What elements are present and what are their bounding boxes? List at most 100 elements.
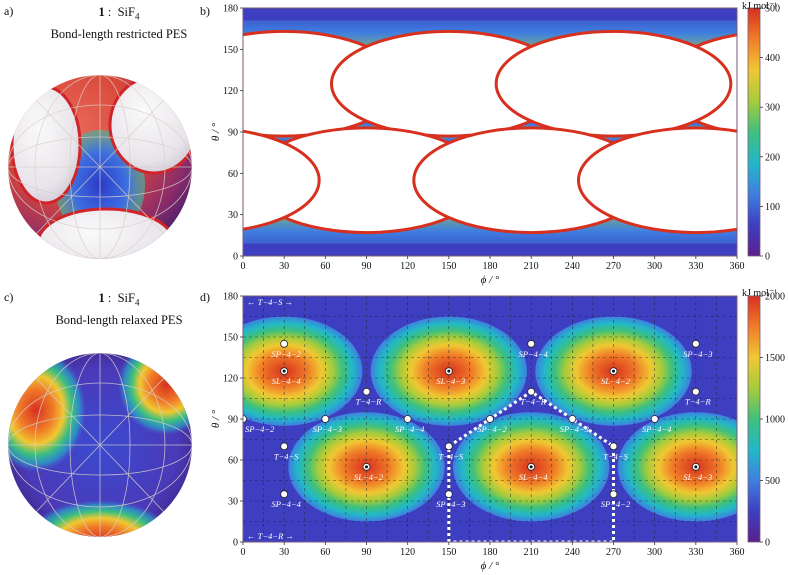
point-label-7: SP−4−4 [518, 349, 548, 359]
point-label-6: SP−4−2 [271, 349, 301, 359]
point-label-9: T−4−R [356, 397, 382, 407]
title-separator: : [104, 291, 118, 305]
grid-lines [243, 296, 737, 542]
x-axis-label: ϕ / ° [481, 560, 500, 572]
point-marker-11 [691, 387, 700, 396]
colorbar-tick-label-300: 300 [765, 103, 780, 114]
point-marker-14 [403, 415, 412, 423]
colorbar-tick-label-400: 400 [765, 53, 780, 64]
point-marker-core-3 [365, 465, 368, 469]
point-label-18: T−4−S [274, 451, 299, 461]
y-tick-label-150: 150 [223, 45, 238, 56]
point-marker-12 [243, 415, 247, 423]
x-tick-label-270: 270 [606, 547, 621, 558]
point-marker-6 [280, 339, 289, 348]
pes-maximum-0 [243, 316, 363, 426]
colorbar-tick-label-0: 0 [765, 252, 770, 263]
point-marker-19 [444, 442, 453, 451]
point-label-11: T−4−R [685, 397, 711, 407]
pes-band-bottom [243, 243, 737, 256]
point-label-16: SP−4−3 [560, 424, 589, 434]
colorbar-tick-label-200: 200 [765, 152, 780, 163]
pes-excluded-region-5 [243, 129, 321, 231]
sphere-restricted-pes [8, 75, 192, 259]
x-tick-label-330: 330 [688, 261, 703, 272]
x-tick-label-60: 60 [320, 261, 330, 272]
x-tick-label-120: 120 [400, 547, 415, 558]
plot-area [243, 8, 737, 256]
x-tick-label-30: 30 [279, 261, 289, 272]
edge-label-1: ← T−4−R → [247, 531, 294, 541]
formula: SiF [117, 291, 135, 305]
x-tick-label-300: 300 [647, 261, 662, 272]
panel-c-label: c) [4, 290, 14, 304]
colorbar-d-unit: kJ mol⁻¹ [742, 288, 778, 299]
x-tick-label-90: 90 [362, 547, 372, 558]
point-marker-20 [609, 442, 618, 451]
colorbar-tick-label-1000: 1000 [765, 415, 785, 426]
x-tick-label-180: 180 [483, 547, 498, 558]
panel-a-subtitle: Bond-length restricted PES [50, 26, 188, 41]
point-label-13: SP−4−3 [313, 424, 342, 434]
point-label-21: SP−4−4 [271, 499, 301, 509]
pes-band-top [243, 8, 737, 21]
point-marker-9 [362, 387, 371, 396]
panel-a-title: 1 : SiF4 Bond-length restricted PES [44, 4, 194, 43]
point-marker-22 [444, 490, 453, 499]
point-marker-18 [280, 442, 289, 451]
x-tick-label-360: 360 [730, 261, 745, 272]
x-tick-label-330: 330 [688, 547, 703, 558]
point-marker-core-1 [447, 369, 451, 373]
point-label-15: SP−4−2 [477, 424, 507, 434]
x-tick-label-240: 240 [565, 547, 580, 558]
point-label-5: SL−4−3 [683, 472, 712, 482]
panel-d-label: d) [200, 290, 210, 304]
compound-number: 1 [98, 5, 105, 19]
colorbar [747, 295, 761, 543]
point-label-3: SL−4−2 [354, 472, 384, 482]
y-tick-label-180: 180 [223, 292, 238, 303]
point-marker-core-2 [612, 369, 615, 373]
y-tick-label-0: 0 [233, 538, 238, 549]
colorbar [747, 7, 761, 257]
formula-subscript: 4 [135, 297, 140, 308]
point-label-12: SP−4−2 [245, 424, 275, 434]
colorbar-tick-label-500: 500 [765, 4, 780, 15]
point-label-10: T−4−R [520, 397, 546, 407]
point-label-2: SL−4−2 [601, 376, 631, 386]
y-axis-label: θ / ° [210, 409, 222, 428]
x-tick-label-90: 90 [362, 261, 372, 272]
point-marker-16 [568, 415, 577, 423]
x-tick-label-240: 240 [565, 261, 580, 272]
x-tick-label-0: 0 [241, 261, 246, 272]
point-marker-21 [280, 490, 289, 499]
colorbar-tick-label-100: 100 [765, 202, 780, 213]
point-label-14: SP−4−4 [395, 424, 425, 434]
sphere-relaxed-pes [8, 353, 192, 537]
point-marker-17 [650, 415, 659, 423]
formula-subscript: 4 [135, 11, 140, 22]
x-tick-label-210: 210 [524, 547, 539, 558]
point-label-17: SP−4−4 [642, 424, 672, 434]
point-marker-7 [527, 339, 536, 348]
y-tick-label-30: 30 [228, 210, 238, 221]
panel-b-label: b) [200, 4, 210, 18]
x-tick-label-30: 30 [279, 547, 289, 558]
pes-heatmap-relaxed: SL−4−4 SL−4−3 SL−4−2 SL−4−2 SL−4−4 SL−4−3 SP−4… [210, 292, 785, 573]
x-tick-label-210: 210 [524, 261, 539, 272]
point-label-4: SL−4−4 [519, 472, 549, 482]
x-tick-label-150: 150 [441, 261, 456, 272]
y-tick-label-0: 0 [233, 252, 238, 263]
point-label-0: SL−4−4 [272, 376, 302, 386]
x-tick-label-300: 300 [647, 547, 662, 558]
plot-area: SL−4−4 SL−4−3 SL−4−2 SL−4−2 SL−4−4 SL−4−3 SP−4… [243, 296, 737, 542]
x-tick-label-360: 360 [730, 547, 745, 558]
compound-number: 1 [98, 291, 105, 305]
point-marker-core-4 [529, 465, 533, 469]
y-tick-label-60: 60 [228, 169, 238, 180]
point-marker-23 [609, 490, 618, 499]
x-tick-label-270: 270 [606, 261, 621, 272]
pes-excluded-region-2 [494, 29, 733, 138]
y-tick-label-90: 90 [228, 128, 238, 139]
title-separator: : [104, 5, 118, 19]
